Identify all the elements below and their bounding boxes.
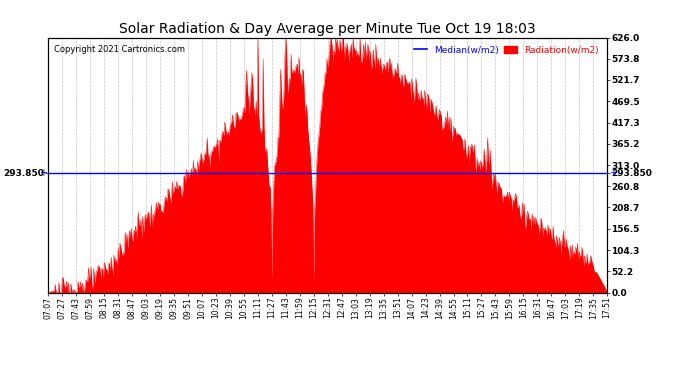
Text: +: + — [39, 168, 47, 178]
Legend: Median(w/m2), Radiation(w/m2): Median(w/m2), Radiation(w/m2) — [410, 42, 602, 58]
Title: Solar Radiation & Day Average per Minute Tue Oct 19 18:03: Solar Radiation & Day Average per Minute… — [119, 22, 536, 36]
Text: +: + — [609, 168, 617, 178]
Text: Copyright 2021 Cartronics.com: Copyright 2021 Cartronics.com — [54, 45, 185, 54]
